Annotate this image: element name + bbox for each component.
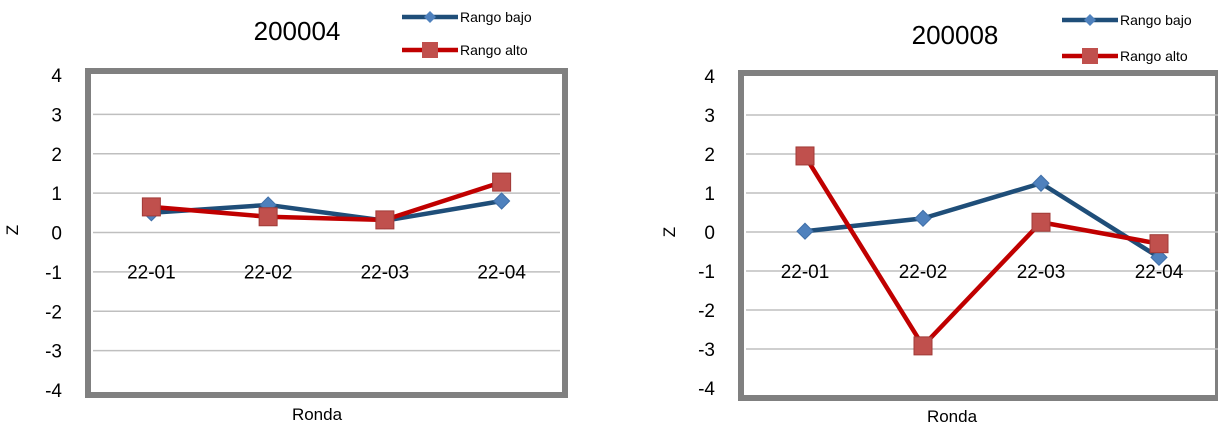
chart-200008: 4 3 2 1 0 -1 -2 -3 -4 22-01 22-02 22-03 22-04 200008 R…: [660, 12, 1218, 426]
y-tick-label: -2: [45, 302, 62, 323]
chart-title: 200008: [912, 20, 999, 50]
y-tick-label: -2: [698, 301, 715, 322]
data-point-Rango alto: [913, 336, 933, 356]
legend-label: Rango alto: [460, 42, 528, 58]
series-line-Rango alto: [151, 179, 503, 223]
y-tick-label: 2: [704, 145, 715, 166]
y-tick-label: 3: [704, 106, 715, 127]
x-axis-label: Ronda: [292, 405, 343, 424]
data-point-Rango alto: [1149, 234, 1169, 254]
y-tick-label: 4: [704, 67, 715, 88]
legend-marker: [424, 11, 436, 23]
legend-label: Rango bajo: [460, 9, 532, 25]
x-tick-label: 22-02: [244, 263, 293, 284]
data-point-Rango alto: [258, 207, 278, 227]
y-tick-label: 1: [51, 184, 62, 205]
y-tick-label: -3: [45, 342, 62, 363]
data-point-Rango bajo: [796, 222, 814, 240]
x-tick-label: 22-03: [1017, 262, 1066, 283]
x-tick-label: 22-04: [477, 263, 526, 284]
data-point-Rango bajo: [914, 209, 932, 228]
y-tick-label: -3: [698, 340, 715, 361]
series-line-Rango bajo: [151, 198, 502, 223]
y-axis-label: Z: [3, 225, 22, 235]
data-point-Rango alto: [1031, 212, 1051, 232]
y-tick-label: 0: [704, 223, 715, 244]
legend-label: Rango bajo: [1120, 12, 1192, 28]
y-tick-label: 4: [51, 66, 62, 87]
x-tick-label: 22-02: [899, 262, 948, 283]
y-tick-label: 2: [51, 145, 62, 166]
series-line-Rango bajo: [804, 181, 1161, 260]
data-point-Rango alto: [795, 146, 815, 166]
x-tick-label: 22-01: [781, 262, 830, 283]
legend-marker: [1082, 48, 1098, 64]
data-point-Rango bajo: [1150, 248, 1168, 267]
data-point-Rango bajo: [1032, 174, 1050, 192]
x-tick-label: 22-01: [127, 263, 176, 284]
series-line-Rango alto: [803, 154, 1160, 349]
x-tick-label: 22-03: [361, 263, 410, 284]
data-point-Rango alto: [141, 197, 161, 217]
y-tick-label: 3: [51, 105, 62, 126]
data-point-Rango alto: [375, 210, 395, 230]
legend-label: Rango alto: [1120, 48, 1188, 64]
legend-marker: [422, 42, 438, 58]
y-tick-label: -4: [698, 379, 715, 400]
y-tick-label: 0: [51, 224, 62, 245]
data-point-Rango bajo: [492, 192, 511, 210]
y-tick-label: -1: [698, 262, 715, 283]
chart-frame: [738, 70, 1218, 401]
data-point-Rango alto: [492, 172, 512, 192]
y-axis-label: Z: [660, 227, 679, 237]
y-tick-label: -4: [45, 381, 62, 402]
x-axis-label: Ronda: [927, 407, 978, 426]
chart-title: 200004: [254, 16, 341, 46]
y-tick-label: 1: [704, 184, 715, 205]
legend-marker: [1084, 14, 1096, 26]
chart-200004: 4 3 2 1 0 -1 -2 -3 -4 22-01 22-02 22-03 22-04 200004 R…: [3, 9, 568, 424]
y-tick-label: -1: [45, 263, 62, 284]
x-tick-label: 22-04: [1135, 262, 1184, 283]
